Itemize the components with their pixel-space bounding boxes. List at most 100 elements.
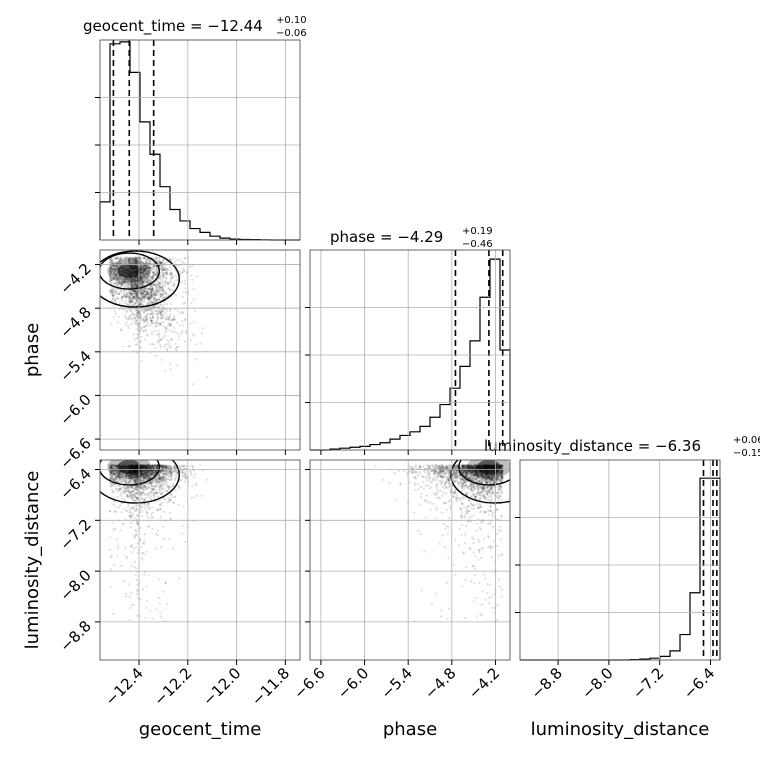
sample-point xyxy=(119,281,122,284)
sample-point xyxy=(140,292,143,295)
sample-point xyxy=(133,290,136,293)
sample-point xyxy=(118,281,121,284)
sample-point xyxy=(120,285,123,288)
sample-point xyxy=(172,484,175,487)
sample-point xyxy=(130,278,133,281)
sample-point xyxy=(156,290,159,293)
sample-point xyxy=(119,529,122,532)
sample-point xyxy=(136,290,140,293)
sample-point xyxy=(191,278,194,281)
sample-point xyxy=(115,268,118,271)
sample-point xyxy=(143,264,146,267)
sample-point xyxy=(170,274,173,277)
sample-point xyxy=(115,269,118,272)
sample-point xyxy=(143,325,146,329)
sample-point xyxy=(130,297,133,300)
sample-point xyxy=(123,294,126,297)
sample-point xyxy=(150,300,153,303)
sample-point xyxy=(144,268,148,271)
sample-point xyxy=(147,268,150,271)
sample-point xyxy=(110,272,113,275)
sample-point xyxy=(125,256,129,259)
sample-point xyxy=(158,275,161,278)
sample-point xyxy=(160,314,163,317)
sample-point xyxy=(116,554,119,557)
sample-point xyxy=(141,272,145,275)
sample-point xyxy=(112,288,116,291)
sample-point xyxy=(111,259,114,263)
sample-point xyxy=(121,497,124,500)
sample-point xyxy=(109,474,112,477)
sample-point xyxy=(180,479,183,482)
sample-point xyxy=(146,271,149,274)
sample-point xyxy=(144,268,147,271)
sample-point xyxy=(119,282,122,285)
sample-point xyxy=(144,272,147,275)
sample-point xyxy=(140,291,143,295)
sample-point xyxy=(132,281,135,284)
sample-point xyxy=(120,295,123,299)
sample-point xyxy=(125,294,128,297)
sample-point xyxy=(128,295,131,298)
sample-point xyxy=(133,316,137,319)
sample-point xyxy=(164,478,167,481)
sample-point xyxy=(118,278,121,281)
sample-point xyxy=(126,285,129,288)
sample-point xyxy=(170,323,173,326)
sample-point xyxy=(159,464,163,467)
sample-point xyxy=(144,267,148,270)
sample-point xyxy=(131,490,134,493)
sample-point xyxy=(182,324,185,327)
sample-point xyxy=(127,285,130,288)
sample-point xyxy=(134,283,137,286)
sample-point xyxy=(180,281,184,284)
sample-point xyxy=(168,281,171,284)
sample-point xyxy=(147,296,150,299)
sample-point xyxy=(113,496,116,499)
sample-point xyxy=(147,265,150,268)
sample-point xyxy=(151,322,154,325)
sample-point xyxy=(157,297,160,300)
sample-point xyxy=(151,271,154,274)
sample-point xyxy=(134,281,137,284)
sample-point xyxy=(129,606,132,610)
sample-point xyxy=(113,483,116,486)
sample-point xyxy=(151,271,154,274)
sample-point xyxy=(136,277,139,280)
sample-point xyxy=(129,281,132,284)
sample-point xyxy=(132,257,135,260)
sample-point xyxy=(111,268,114,271)
sample-point xyxy=(130,293,133,296)
sample-point xyxy=(123,256,126,260)
sample-point xyxy=(143,269,146,272)
sample-point xyxy=(147,292,150,295)
sample-point xyxy=(114,267,117,270)
sample-point xyxy=(128,327,131,330)
sample-point xyxy=(113,299,117,302)
sample-point xyxy=(130,280,133,283)
sample-point xyxy=(167,472,170,475)
sample-point xyxy=(167,316,170,319)
sample-point xyxy=(109,585,112,589)
sample-point xyxy=(133,560,137,563)
sample-point xyxy=(120,490,123,493)
sample-point xyxy=(125,309,128,312)
sample-point xyxy=(129,283,132,286)
sample-point xyxy=(163,345,166,348)
sample-point xyxy=(169,499,172,502)
sample-point xyxy=(158,259,161,262)
sample-point xyxy=(145,324,148,328)
sample-point xyxy=(122,296,125,299)
sample-point xyxy=(145,266,148,269)
sample-point xyxy=(151,342,154,345)
sample-point xyxy=(113,270,116,273)
sample-point xyxy=(195,494,198,497)
sample-point xyxy=(139,276,142,279)
sample-point xyxy=(166,283,170,286)
sample-point xyxy=(139,256,142,259)
sample-point xyxy=(109,259,112,262)
sample-point xyxy=(110,278,113,281)
sample-point xyxy=(119,277,122,280)
sample-point xyxy=(176,264,179,267)
sample-point xyxy=(148,267,151,270)
